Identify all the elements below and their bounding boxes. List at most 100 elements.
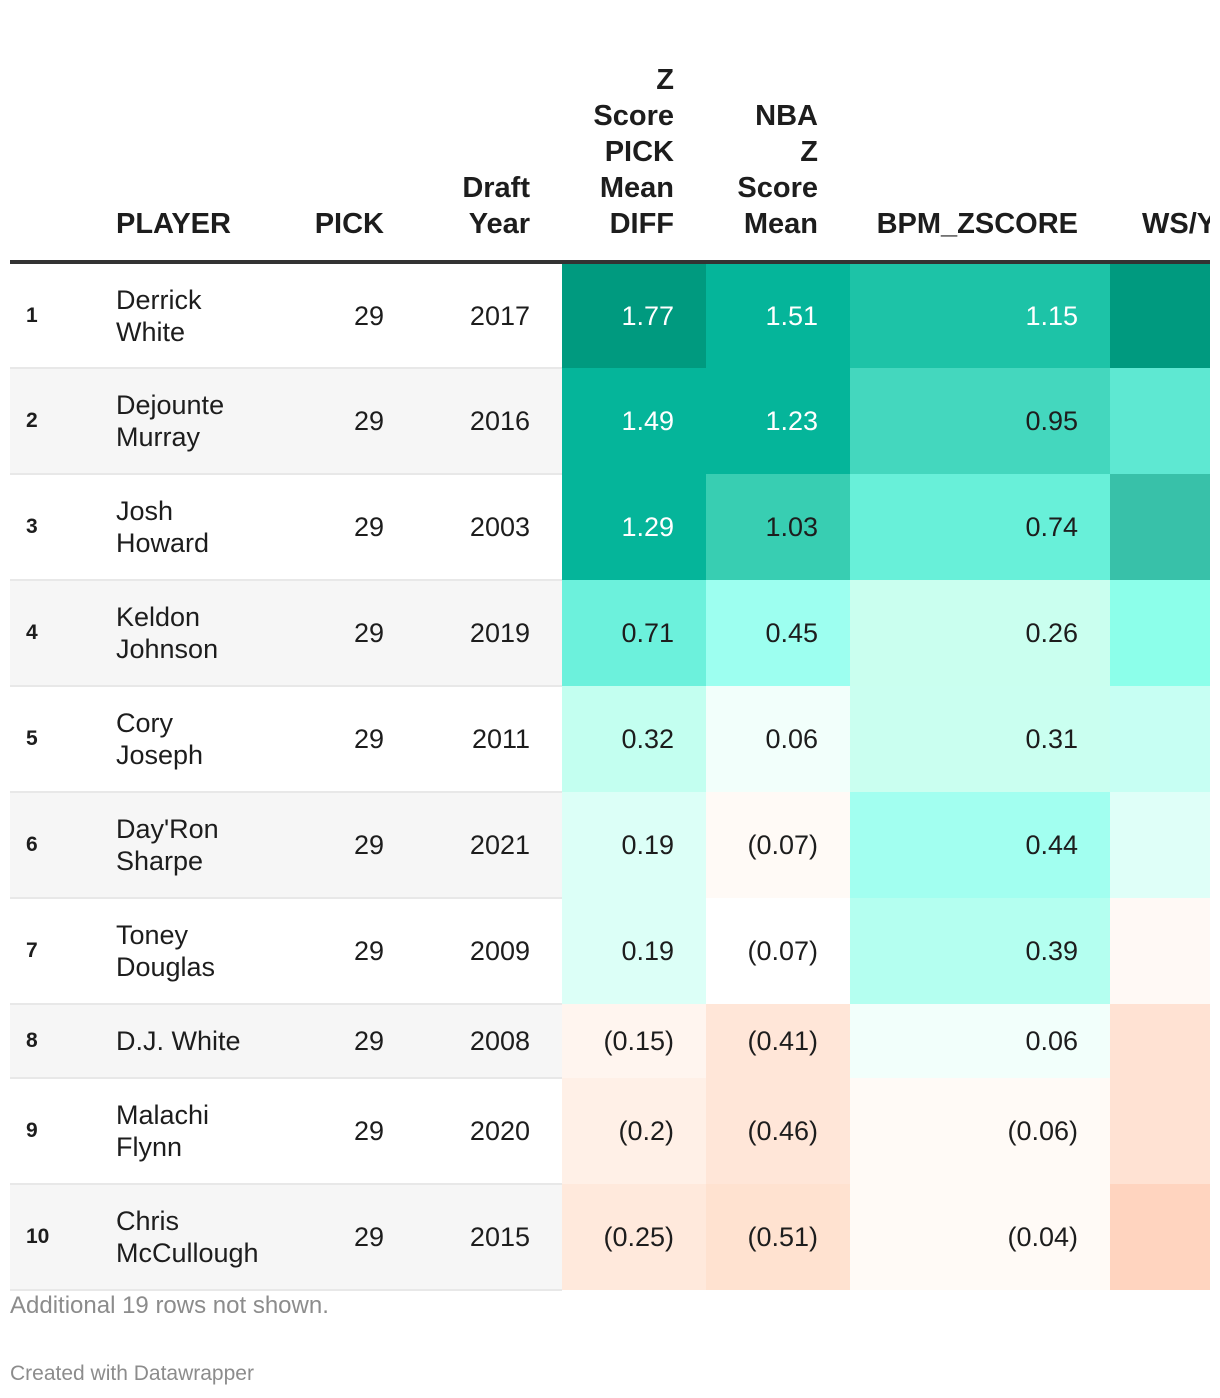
- nba-z-score-value: (0.41): [706, 1004, 850, 1078]
- nba-z-score-value: (0.51): [706, 1184, 850, 1290]
- table-row: 8 D.J. White 29 2008 (0.15) (0.41) 0.06: [10, 1004, 1210, 1079]
- draft-year-value: 2021: [416, 792, 562, 899]
- row-rank: 5: [10, 686, 94, 793]
- pick-value: 29: [306, 580, 416, 687]
- table-row: 1 Derrick White 29 2017 1.77 1.51 1.15: [10, 262, 1210, 369]
- ws-per-year-value: [1110, 1078, 1210, 1184]
- pick-value: 29: [306, 262, 416, 369]
- pick-value: 29: [306, 898, 416, 1005]
- player-name: Malachi Flynn: [94, 1078, 306, 1185]
- bpm-zscore-value: (0.04): [850, 1184, 1110, 1290]
- row-rank: 10: [10, 1184, 94, 1291]
- player-name: Derrick White: [94, 262, 306, 369]
- nba-z-score-value: (0.07): [706, 792, 850, 898]
- draft-year-value: 2019: [416, 580, 562, 687]
- z-score-diff-value: 1.49: [562, 368, 706, 474]
- ws-per-year-value: [1110, 474, 1210, 580]
- ws-per-year-value: [1110, 898, 1210, 1004]
- header-player[interactable]: PLAYER: [94, 0, 306, 264]
- bpm-zscore-value: 0.95: [850, 368, 1110, 474]
- player-name: Dejounte Murray: [94, 368, 306, 475]
- player-name: Toney Douglas: [94, 898, 306, 1005]
- row-rank: 9: [10, 1078, 94, 1185]
- z-score-diff-value: 0.19: [562, 792, 706, 898]
- z-score-diff-value: 0.32: [562, 686, 706, 792]
- player-name: D.J. White: [94, 1004, 306, 1079]
- draft-year-value: 2003: [416, 474, 562, 581]
- bpm-zscore-value: 1.15: [850, 262, 1110, 368]
- nba-z-score-value: 1.23: [706, 368, 850, 474]
- header-draft-year[interactable]: Draft Year: [416, 0, 562, 264]
- header-bpm-zscore[interactable]: BPM_ZSCORE: [850, 0, 1110, 264]
- player-name: Cory Joseph: [94, 686, 306, 793]
- table-row: 7 Toney Douglas 29 2009 0.19 (0.07) 0.39: [10, 898, 1210, 1005]
- header-pick[interactable]: PICK: [306, 0, 416, 264]
- draft-year-value: 2009: [416, 898, 562, 1005]
- draft-table: PLAYER PICK Draft Year Z Score PICK Mean DIFF…: [10, 0, 1210, 1291]
- table-row: 3 Josh Howard 29 2003 1.29 1.03 0.74: [10, 474, 1210, 581]
- draft-year-value: 2020: [416, 1078, 562, 1185]
- header-nba-z-score[interactable]: NBA Z Score Mean: [706, 0, 850, 264]
- table-row: 2 Dejounte Murray 29 2016 1.49 1.23 0.95: [10, 368, 1210, 475]
- draft-year-value: 2017: [416, 262, 562, 369]
- row-rank: 3: [10, 474, 94, 581]
- nba-z-score-value: 0.45: [706, 580, 850, 686]
- bpm-zscore-value: 0.26: [850, 580, 1110, 686]
- table-row: 6 Day'Ron Sharpe 29 2021 0.19 (0.07) 0.44: [10, 792, 1210, 899]
- bpm-zscore-value: 0.39: [850, 898, 1110, 1004]
- pick-value: 29: [306, 474, 416, 581]
- draft-year-value: 2008: [416, 1004, 562, 1079]
- ws-per-year-value: [1110, 262, 1210, 368]
- header-z-score-diff[interactable]: Z Score PICK Mean DIFF: [562, 0, 706, 264]
- z-score-diff-value: (0.2): [562, 1078, 706, 1184]
- bpm-zscore-value: 0.74: [850, 474, 1110, 580]
- nba-z-score-value: 1.51: [706, 262, 850, 368]
- row-rank: 7: [10, 898, 94, 1005]
- z-score-diff-value: (0.15): [562, 1004, 706, 1078]
- ws-per-year-value: [1110, 368, 1210, 474]
- table-row: 10 Chris McCullough 29 2015 (0.25) (0.51) (0.04…: [10, 1184, 1210, 1291]
- ws-per-year-value: [1110, 686, 1210, 792]
- ws-per-year-value: [1110, 1004, 1210, 1078]
- nba-z-score-value: 1.03: [706, 474, 850, 580]
- draft-year-value: 2011: [416, 686, 562, 793]
- pick-value: 29: [306, 368, 416, 475]
- nba-z-score-value: (0.46): [706, 1078, 850, 1184]
- row-rank: 4: [10, 580, 94, 687]
- z-score-diff-value: 0.19: [562, 898, 706, 1004]
- nba-z-score-value: 0.06: [706, 686, 850, 792]
- ws-per-year-value: [1110, 580, 1210, 686]
- row-rank: 1: [10, 262, 94, 369]
- header-rank: [10, 0, 94, 264]
- z-score-diff-value: 1.77: [562, 262, 706, 368]
- pick-value: 29: [306, 792, 416, 899]
- row-rank: 8: [10, 1004, 94, 1079]
- row-rank: 6: [10, 792, 94, 899]
- player-name: Chris McCullough: [94, 1184, 306, 1291]
- rows-not-shown-note: Additional 19 rows not shown.: [10, 1292, 329, 1319]
- pick-value: 29: [306, 1004, 416, 1079]
- table-header: PLAYER PICK Draft Year Z Score PICK Mean DIFF…: [10, 0, 1210, 264]
- bpm-zscore-value: 0.31: [850, 686, 1110, 792]
- ws-per-year-value: [1110, 792, 1210, 898]
- table-row: 5 Cory Joseph 29 2011 0.32 0.06 0.31: [10, 686, 1210, 793]
- bpm-zscore-value: (0.06): [850, 1078, 1110, 1184]
- datawrapper-credit[interactable]: Created with Datawrapper: [10, 1362, 254, 1385]
- bpm-zscore-value: 0.44: [850, 792, 1110, 898]
- player-name: Josh Howard: [94, 474, 306, 581]
- player-name: Keldon Johnson: [94, 580, 306, 687]
- z-score-diff-value: 0.71: [562, 580, 706, 686]
- table-wrapper[interactable]: PLAYER PICK Draft Year Z Score PICK Mean DIFF…: [10, 0, 1210, 1398]
- z-score-diff-value: 1.29: [562, 474, 706, 580]
- draft-year-value: 2015: [416, 1184, 562, 1291]
- header-ws-per-year[interactable]: WS/Y: [1110, 0, 1210, 264]
- draft-year-value: 2016: [416, 368, 562, 475]
- table-body: 1 Derrick White 29 2017 1.77 1.51 1.15 2 Dejounte…: [10, 262, 1210, 1291]
- table-row: 9 Malachi Flynn 29 2020 (0.2) (0.46) (0.06): [10, 1078, 1210, 1185]
- ws-per-year-value: [1110, 1184, 1210, 1290]
- pick-value: 29: [306, 1078, 416, 1185]
- row-rank: 2: [10, 368, 94, 475]
- nba-z-score-value: (0.07): [706, 898, 850, 1004]
- bpm-zscore-value: 0.06: [850, 1004, 1110, 1078]
- z-score-diff-value: (0.25): [562, 1184, 706, 1290]
